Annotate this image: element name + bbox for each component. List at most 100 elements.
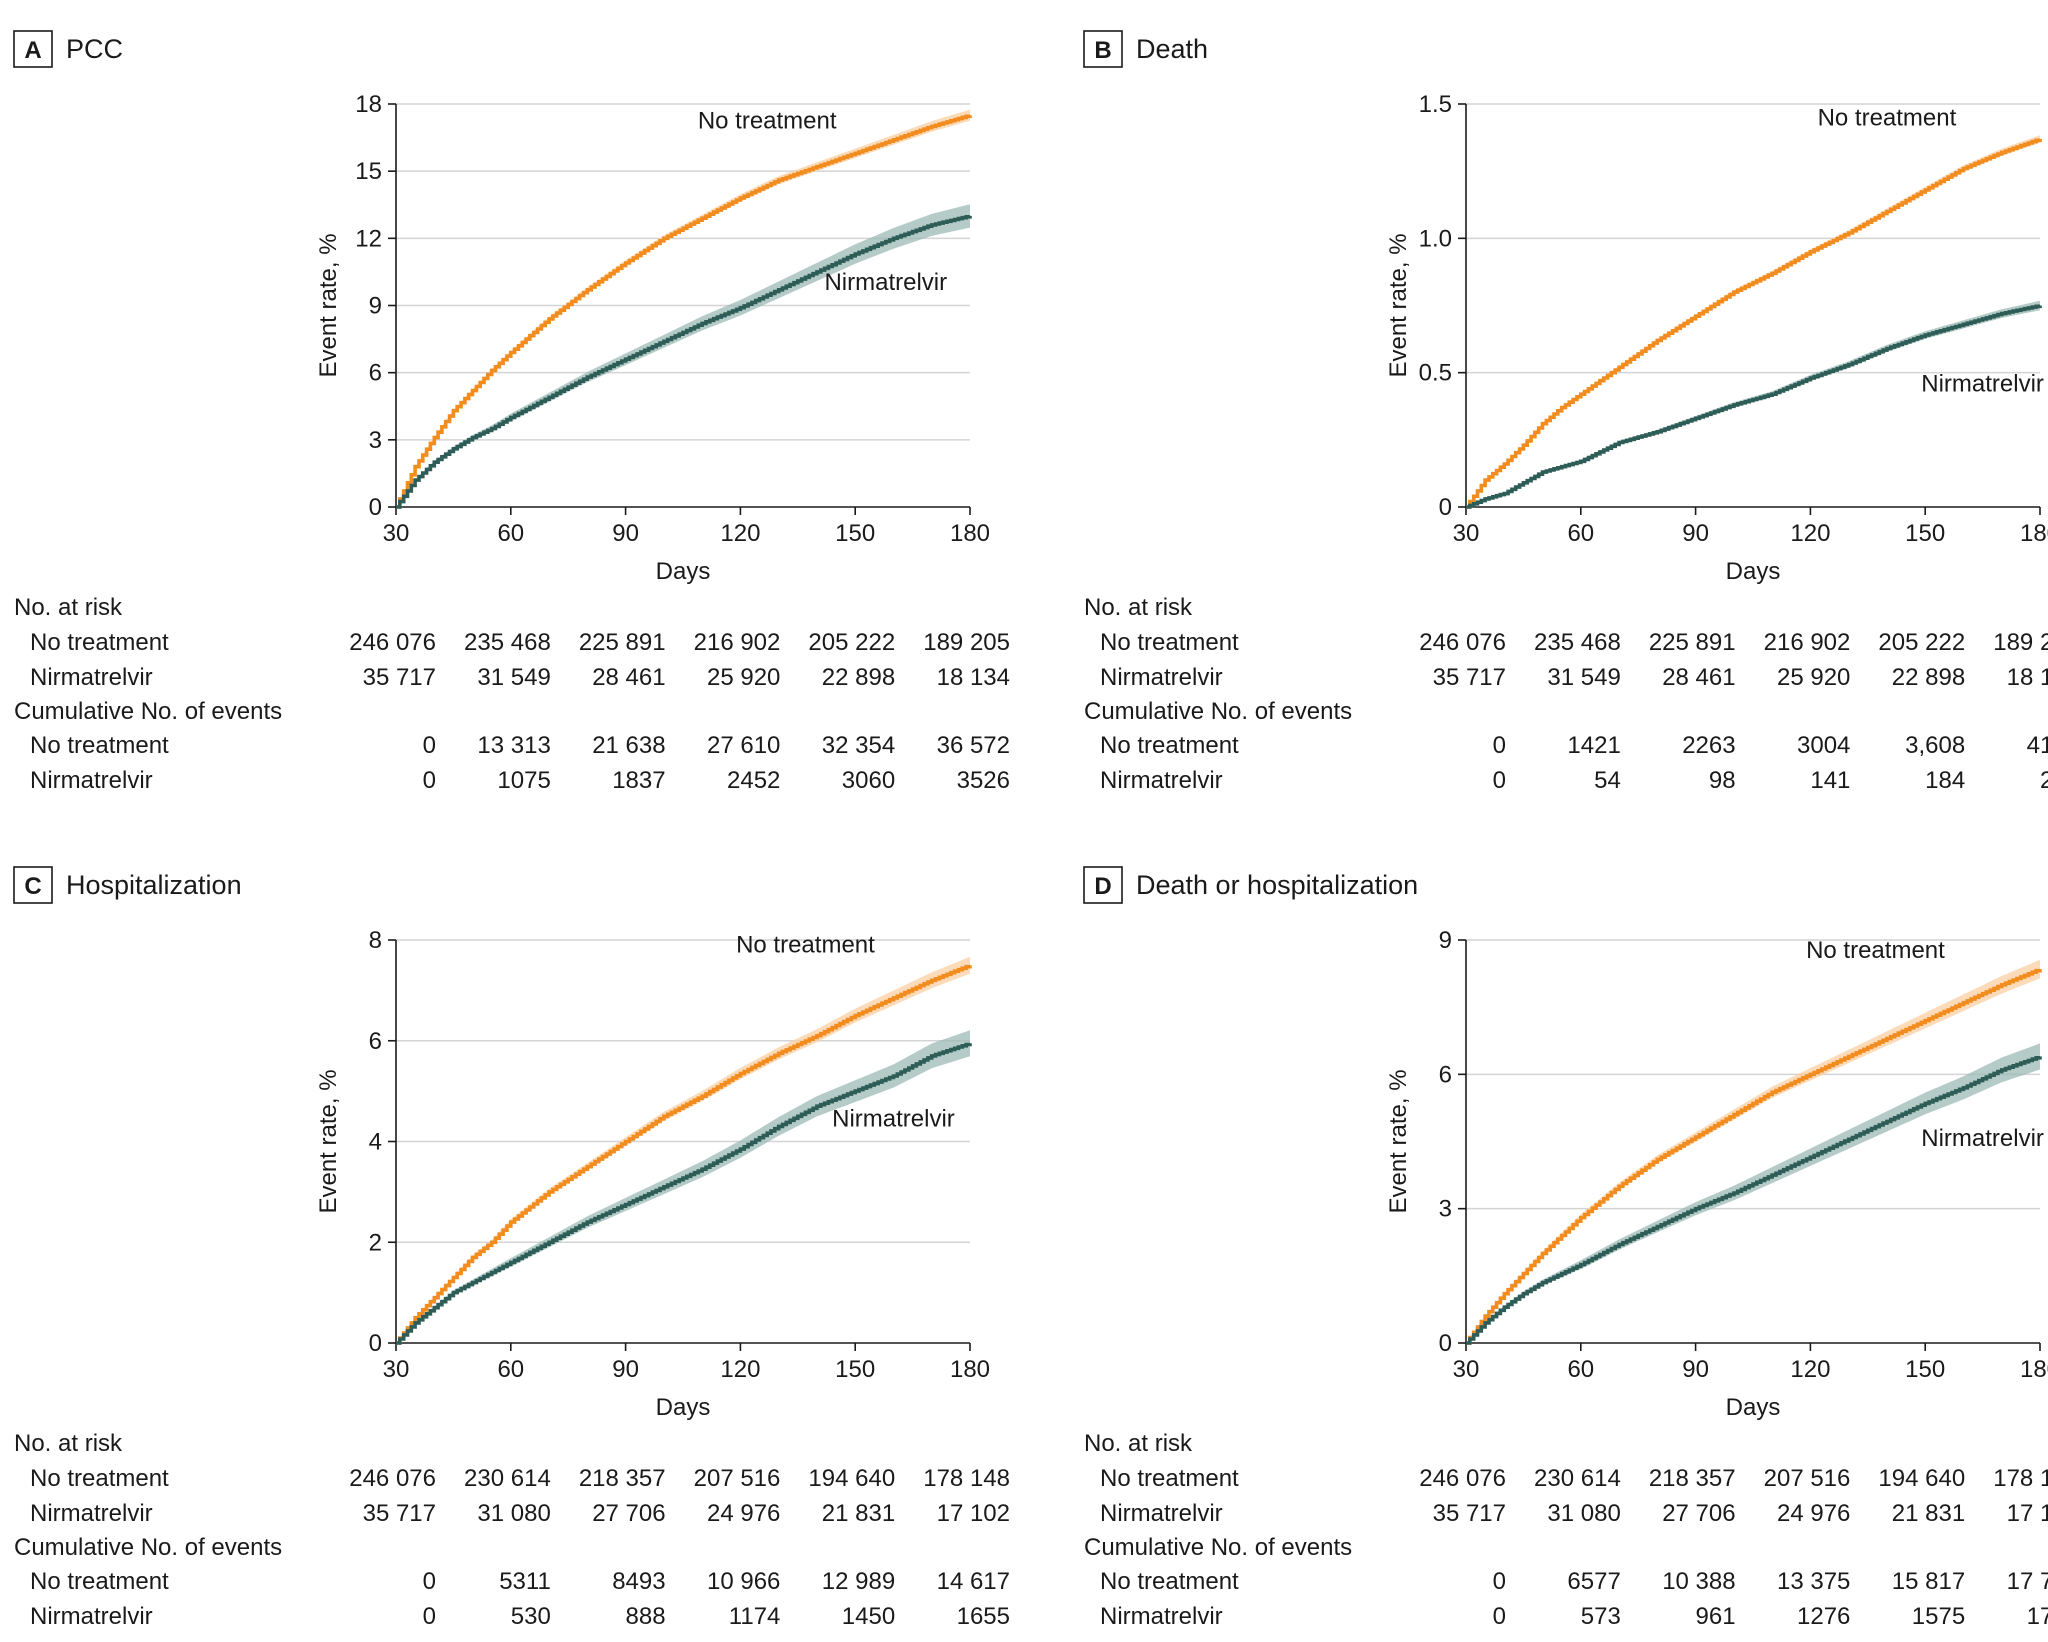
y-axis-label: Event rate, % (1385, 1069, 1412, 1213)
table-cell: 225 891 (1649, 629, 1736, 656)
x-tick-label: 60 (497, 520, 524, 547)
table-cell: 10 966 (707, 1568, 780, 1595)
table-cell: 31 080 (1547, 1500, 1620, 1527)
table-cell: 1794 (2027, 1603, 2048, 1630)
table-cell: 18 134 (2007, 664, 2048, 691)
series-line-nirmatrelvir (396, 215, 972, 509)
at-risk-no-treatment: No treatment 246 076 235 468 225 891 216 902… (1100, 629, 2048, 656)
annotation-no-treatment: No treatment (1818, 104, 1957, 131)
table-row-label: Nirmatrelvir (30, 767, 153, 794)
annotation-nirmatrelvir: Nirmatrelvir (832, 1105, 955, 1132)
x-tick-label: 180 (2020, 520, 2048, 547)
table-cell: 141 (1810, 767, 1850, 794)
y-tick-label: 15 (355, 158, 382, 185)
annotation-no-treatment: No treatment (698, 108, 837, 135)
panel-letter-box (13, 30, 53, 68)
band-nirmatrelvir (1466, 1043, 2040, 1343)
panel-title: Death (1136, 34, 1208, 64)
cumulative-nirmatrelvir: Nirmatrelvir 0 1075 1837 2452 3060 3526 (30, 767, 1010, 794)
at-risk-no-treatment: No treatment 246 076 230 614 218 357 207 516… (1100, 1465, 2048, 1492)
table-cell: 17 739 (2007, 1568, 2048, 1595)
annotation-no-treatment: No treatment (1806, 937, 1945, 964)
x-tick-label: 60 (1567, 1356, 1594, 1383)
x-tick-label: 150 (835, 1356, 875, 1383)
table-heading-cumulative: Cumulative No. of events (14, 698, 282, 725)
table-row-label: No treatment (30, 732, 169, 759)
table-row-label: Nirmatrelvir (1100, 664, 1223, 691)
at-risk-nirmatrelvir: Nirmatrelvir 35 717 31 549 28 461 25 920 22 8… (30, 664, 1010, 691)
table-cell: 22 898 (822, 664, 895, 691)
panel-letter: A (24, 37, 41, 64)
table-cell: 3060 (842, 767, 895, 794)
panel-letter-box (1083, 30, 1123, 68)
table-cell: 28 461 (592, 664, 665, 691)
table-cell: 246 076 (1419, 629, 1506, 656)
table-cell: 17 102 (937, 1500, 1010, 1527)
table-cell: 5311 (499, 1568, 551, 1595)
cumulative-nirmatrelvir: Nirmatrelvir 0 573 961 1276 1575 1794 (1100, 1603, 2048, 1630)
table-cell: 31 080 (477, 1500, 550, 1527)
y-tick-label: 4 (369, 1129, 382, 1156)
table-cell: 35 717 (363, 1500, 436, 1527)
table-cell: 2452 (727, 767, 780, 794)
table-cell: 35 717 (363, 664, 436, 691)
table-heading-at-risk: No. at risk (1084, 1430, 1193, 1457)
table-cell: 18 134 (937, 664, 1010, 691)
table-cell: 189 205 (1993, 629, 2048, 656)
table-cell: 31 549 (477, 664, 550, 691)
series-line-nirmatrelvir (1466, 1056, 2042, 1345)
table-cell: 178 148 (1993, 1465, 2048, 1492)
table-cell: 961 (1696, 1603, 1736, 1630)
x-tick-label: 60 (497, 1356, 524, 1383)
table-cell: 246 076 (1419, 1465, 1506, 1492)
panel-title: Hospitalization (66, 870, 242, 900)
table-row-label: Nirmatrelvir (1100, 1500, 1223, 1527)
table-cell: 218 357 (579, 1465, 666, 1492)
table-cell: 207 516 (694, 1465, 781, 1492)
panel-letter-box (1083, 866, 1123, 904)
table-cell: 246 076 (349, 1465, 436, 1492)
table-cell: 235 468 (1534, 629, 1621, 656)
x-tick-label: 120 (1790, 520, 1830, 547)
table-cell: 24 976 (1777, 1500, 1850, 1527)
table-cell: 21 638 (592, 732, 665, 759)
table-cell: 2263 (1682, 732, 1735, 759)
table-cell: 4101 (2027, 732, 2048, 759)
x-tick-label: 150 (835, 520, 875, 547)
table-cell: 218 357 (1649, 1465, 1736, 1492)
table-cell: 32 354 (822, 732, 895, 759)
annotation-no-treatment: No treatment (736, 932, 875, 959)
series-line-no_treatment (1466, 968, 2042, 1345)
table-cell: 0 (1493, 767, 1506, 794)
y-tick-label: 0.5 (1419, 360, 1452, 387)
y-tick-label: 6 (369, 1028, 382, 1055)
band-no_treatment (396, 956, 970, 1343)
table-section-label: Cumulative No. of events (1084, 1534, 1352, 1561)
table-cell: 3004 (1797, 732, 1850, 759)
table-cell: 54 (1594, 767, 1621, 794)
table-cell: 189 205 (923, 629, 1010, 656)
table-cell: 24 976 (707, 1500, 780, 1527)
x-tick-label: 30 (383, 520, 410, 547)
cumulative-nirmatrelvir: Nirmatrelvir 0 54 98 141 184 207 (1100, 767, 2048, 794)
x-tick-label: 120 (1790, 1356, 1830, 1383)
table-cell: 194 640 (808, 1465, 895, 1492)
table-cell: 22 898 (1892, 664, 1965, 691)
at-risk-nirmatrelvir: Nirmatrelvir 35 717 31 080 27 706 24 976 21 8… (30, 1500, 1010, 1527)
table-cell: 27 610 (707, 732, 780, 759)
y-tick-label: 3 (1439, 1196, 1452, 1223)
panel-letter-box (13, 866, 53, 904)
table-section-label: Cumulative No. of events (14, 1534, 282, 1561)
table-heading-at-risk: No. at risk (14, 594, 123, 621)
y-tick-label: 8 (369, 927, 382, 954)
table-cell: 178 148 (923, 1465, 1010, 1492)
y-tick-label: 6 (369, 360, 382, 387)
panel-title: Death or hospitalization (1136, 870, 1418, 900)
table-cell: 205 222 (1878, 629, 1965, 656)
panel-letter: C (24, 873, 41, 900)
table-cell: 21 831 (822, 1500, 895, 1527)
table-cell: 1837 (612, 767, 665, 794)
x-axis-label: Days (656, 558, 711, 585)
table-row-label: No treatment (1100, 1568, 1239, 1595)
